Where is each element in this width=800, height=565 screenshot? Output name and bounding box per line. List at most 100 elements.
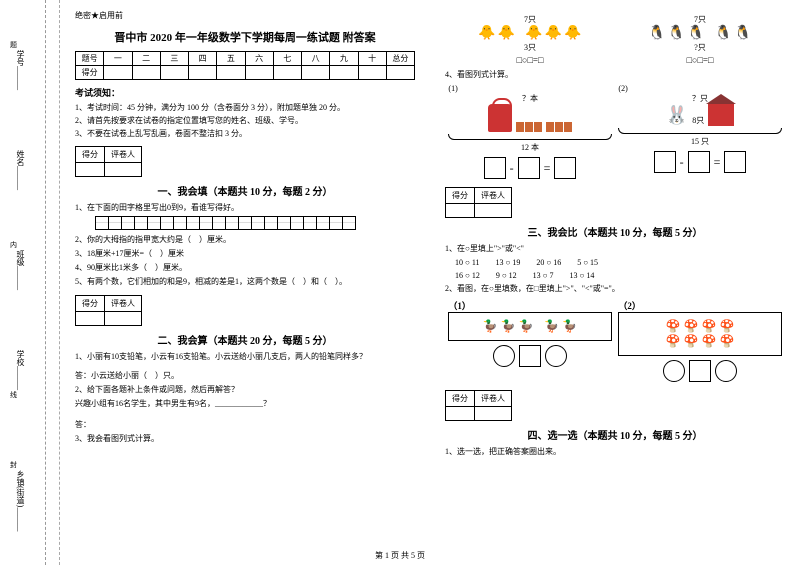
duck-icon: 🦆 <box>562 319 577 334</box>
penguins-figure: 7只 🐧🐧🐧🐧🐧 ?只 □○□=□ <box>648 14 751 65</box>
answer-boxes: -= <box>654 151 747 173</box>
total: 15 只 <box>691 136 709 147</box>
mushroom-icon: 🍄 <box>666 334 681 349</box>
notice-item: 3、不要在试卷上乱写乱画，卷面不整洁扣 3 分。 <box>75 128 415 139</box>
bracket <box>448 134 611 140</box>
chick-icon: 🐥 <box>525 25 542 42</box>
lab: （2） <box>618 301 641 311</box>
equation: □○□=□ <box>687 55 714 65</box>
duck-icon: 🦆 <box>501 319 516 334</box>
q2-1a: 答：小云送给小丽（ ）只。 <box>75 370 415 381</box>
duck-icon: 🦆 <box>519 319 534 334</box>
compare-row: 16 ○ 12 9 ○ 12 13 ○ 7 13 ○ 14 <box>455 270 785 281</box>
q2-2a: 答： <box>75 419 415 430</box>
q2-3: 3、我会看图列式计算。 <box>75 433 415 444</box>
margin-mark: 封 <box>10 460 17 470</box>
q4-1: 1、选一选，把正确答案圈出来。 <box>445 446 785 457</box>
compare-box: 🦆🦆🦆 🦆🦆 <box>448 312 611 341</box>
bag-icon <box>488 104 512 132</box>
section-2-title: 二、我会算（本题共 20 分，每题 5 分） <box>75 332 415 347</box>
th: 九 <box>330 52 358 66</box>
notice-item: 2、请首先按要求在试卷的指定位置填写您的姓名、班级、学号。 <box>75 115 415 126</box>
section-3-title: 三、我会比（本题共 10 分，每题 5 分） <box>445 224 785 239</box>
margin-mark: 线 <box>10 390 17 400</box>
chick-icon: 🐥 <box>545 25 562 42</box>
score-mini-box: 得分评卷人 <box>445 187 512 218</box>
th: 七 <box>273 52 301 66</box>
animal-problems: 7只 🐥🐥🐥🐥🐥 3只 □○□=□ 7只 🐧🐧🐧🐧🐧 ?只 □○□=□ <box>445 14 785 65</box>
q1-1: 1、在下面的田字格里写出0到9，看谁写得好。 <box>75 202 415 213</box>
page-footer: 第 1 页 共 5 页 <box>0 550 800 561</box>
c: 得分 <box>446 390 475 406</box>
n8: 8只 <box>692 115 704 126</box>
th: 四 <box>189 52 217 66</box>
flags-icon <box>516 122 542 132</box>
q2-2: 2、给下面各题补上条件或问题，然后再解答？ <box>75 384 415 395</box>
q1-5: 5、有两个数，它们相加的和是9，相减的差是1，这两个数是（ ）和（ ）。 <box>75 276 415 287</box>
notice-heading: 考试须知： <box>75 86 415 99</box>
label: ?只 <box>694 42 706 53</box>
chicks-figure: 7只 🐥🐥🐥🐥🐥 3只 □○□=□ <box>478 14 581 65</box>
label: 7只 <box>694 14 706 25</box>
th: 五 <box>217 52 245 66</box>
th: 三 <box>160 52 188 66</box>
penguin-icon: 🐧 <box>715 25 732 42</box>
q2-4: 4、看图列式计算。 <box>445 69 785 80</box>
left-column: 绝密★启用前 晋中市 2020 年一年级数学下学期每周一练试题 附答案 题号 一… <box>60 0 430 565</box>
q1-2: 2、你的大拇指的指甲宽大约是（ ）厘米。 <box>75 234 415 245</box>
th: 题号 <box>76 52 104 66</box>
lab: (2) <box>618 84 627 93</box>
compare-images: （1） 🦆🦆🦆 🦆🦆 （2） 🍄🍄🍄🍄 🍄🍄🍄🍄 <box>445 299 785 382</box>
c: 评卷人 <box>105 295 142 311</box>
picture-problems: (1) ？本 12 本 -= (2) ？只 🐰 8只 <box>445 84 785 179</box>
flags-icon <box>546 122 572 132</box>
duck-icon: 🦆 <box>483 319 498 334</box>
chick-icon: 🐥 <box>564 25 581 42</box>
score-table: 题号 一 二 三 四 五 六 七 八 九 十 总分 得分 <box>75 51 415 80</box>
th: 十 <box>358 52 386 66</box>
section-1-title: 一、我会填（本题共 10 分，每题 2 分） <box>75 183 415 198</box>
label: 3只 <box>524 42 536 53</box>
total: 12 本 <box>521 142 539 153</box>
qmark: ？本 <box>522 93 538 104</box>
c: 评卷人 <box>105 146 142 162</box>
field-school: 学校______ <box>15 350 26 390</box>
pp1: (1) ？本 12 本 -= <box>448 84 611 179</box>
score-mini-box: 得分评卷人 <box>75 295 142 326</box>
chick-icon: 🐥 <box>498 25 515 42</box>
mushroom-icon: 🍄 <box>702 334 717 349</box>
th: 六 <box>245 52 273 66</box>
pp2: (2) ？只 🐰 8只 15 只 -= <box>618 84 781 179</box>
compare-row: 10 ○ 11 13 ○ 19 20 ○ 16 5 ○ 15 <box>455 257 785 268</box>
penguin-icon: 🐧 <box>648 25 665 42</box>
score-mini-box: 得分评卷人 <box>445 390 512 421</box>
mushroom-icon: 🍄 <box>684 319 699 334</box>
confidential-seal: 绝密★启用前 <box>75 10 415 21</box>
mushroom-icon: 🍄 <box>666 319 681 334</box>
penguin-icon: 🐧 <box>668 25 685 42</box>
mushroom-icon: 🍄 <box>719 319 734 334</box>
penguin-icon: 🐧 <box>687 25 704 42</box>
notice-item: 1、考试时间：45 分钟，满分为 100 分（含卷面分 3 分），附加题单独 2… <box>75 102 415 113</box>
q2-1: 1、小丽有10支铅笔，小云有16支铅笔。小云送给小丽几支后，两人的铅笔同样多？ <box>75 351 415 362</box>
right-column: 7只 🐥🐥🐥🐥🐥 3只 □○□=□ 7只 🐧🐧🐧🐧🐧 ?只 □○□=□ 4、看图… <box>430 0 800 565</box>
penguin-icon: 🐧 <box>734 25 751 42</box>
field-class: 班级______ <box>15 250 26 290</box>
house-icon <box>708 104 734 126</box>
q3-1: 1、在○里填上">"或"<" <box>445 243 785 254</box>
compare-box: 🍄🍄🍄🍄 🍄🍄🍄🍄 <box>618 312 781 356</box>
c: 得分 <box>76 295 105 311</box>
score-mini-box: 得分评卷人 <box>75 146 142 177</box>
q3-2: 2、看图，在○里填数，在□里填上">"、"<"或"="。 <box>445 283 785 294</box>
section-4-title: 四、选一选（本题共 10 分，每题 5 分） <box>445 427 785 442</box>
tianzi-grid <box>95 216 415 230</box>
mushroom-icon: 🍄 <box>684 334 699 349</box>
label: 7只 <box>524 14 536 25</box>
binding-margin: 题 学号______ 姓名______ 内 班级______ 学校______ … <box>0 0 60 565</box>
th: 八 <box>302 52 330 66</box>
c: 评卷人 <box>475 188 512 204</box>
lab: (1) <box>448 84 457 93</box>
exam-title: 晋中市 2020 年一年级数学下学期每周一练试题 附答案 <box>75 29 415 45</box>
c: 得分 <box>446 188 475 204</box>
th: 二 <box>132 52 160 66</box>
